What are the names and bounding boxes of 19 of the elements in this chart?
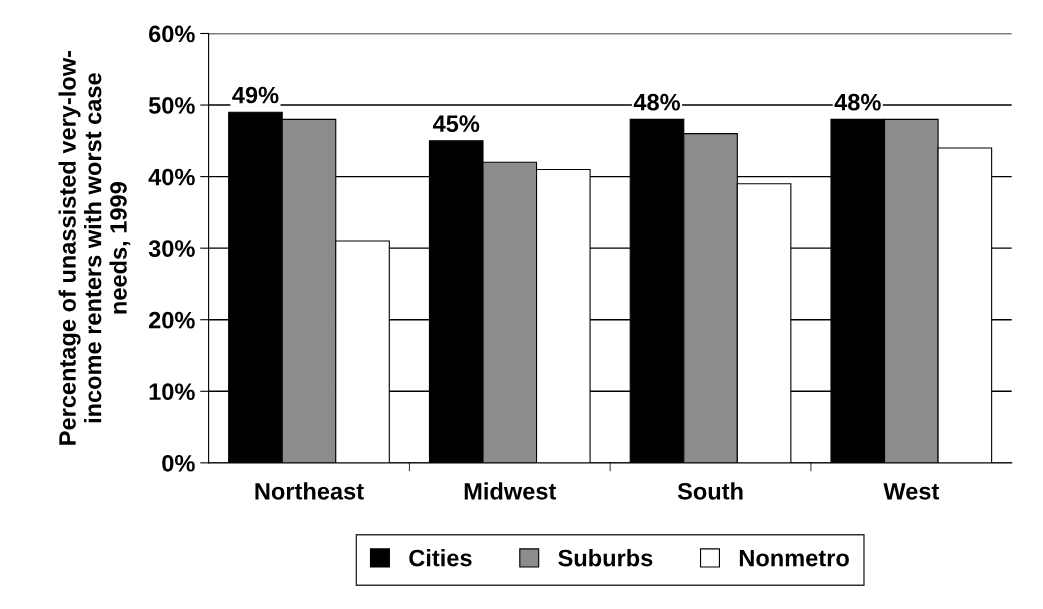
- legend-label: Cities: [409, 549, 472, 567]
- x-tick-label: South: [677, 482, 743, 500]
- y-tick-label: 60%: [149, 25, 195, 43]
- data-label: 45%: [432, 115, 480, 132]
- x-tick-label: Northeast: [255, 482, 364, 500]
- data-label: 48%: [633, 93, 681, 111]
- y-tick-label: 50%: [148, 97, 195, 114]
- y-tick-label: 30%: [148, 240, 195, 257]
- y-tick-label: 40%: [148, 168, 195, 186]
- data-label: 48%: [834, 93, 881, 111]
- x-tick-label: Midwest: [464, 482, 557, 500]
- y-tick-label: 20%: [148, 311, 195, 329]
- data-label: 49%: [232, 86, 279, 104]
- legend-label: Nonmetro: [739, 549, 849, 567]
- y-tick-label: 10%: [149, 383, 195, 401]
- x-tick-label: West: [883, 483, 940, 500]
- y-axis-title: Percentage of unassisted very-low- income renters with worst case needs, 1999: [58, 50, 131, 445]
- y-tick-label: 0%: [162, 454, 195, 472]
- legend-label: Suburbs: [558, 549, 653, 567]
